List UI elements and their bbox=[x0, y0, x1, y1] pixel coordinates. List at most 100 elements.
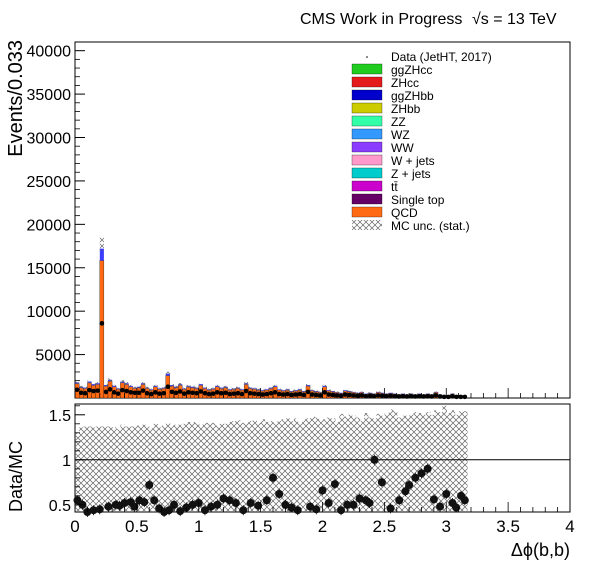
ratio-point bbox=[401, 487, 410, 496]
data-point bbox=[78, 390, 84, 396]
bar-mc-unc bbox=[215, 384, 220, 388]
bar-mc-unc bbox=[235, 386, 241, 390]
data-point bbox=[235, 390, 241, 396]
ratio-y-tick-label: 0.5 bbox=[49, 498, 71, 515]
data-point bbox=[165, 384, 171, 390]
data-point bbox=[210, 391, 216, 396]
data-point bbox=[437, 394, 443, 399]
ratio-band-bin bbox=[384, 413, 390, 512]
data-point bbox=[392, 393, 397, 399]
data-point bbox=[157, 391, 162, 396]
legend-label: Single top bbox=[391, 193, 445, 207]
ratio-point bbox=[188, 500, 197, 509]
ratio-band-bin bbox=[236, 420, 241, 512]
bar-mc-unc bbox=[231, 387, 236, 391]
ratio-point bbox=[452, 503, 461, 512]
ratio-point bbox=[254, 501, 263, 510]
data-point bbox=[342, 392, 348, 397]
bar-mc-unc bbox=[248, 386, 253, 390]
data-point bbox=[181, 391, 187, 396]
ratio-point bbox=[104, 502, 113, 511]
ratio-point bbox=[269, 473, 277, 482]
bar-mc-unc bbox=[268, 386, 273, 390]
legend-swatch bbox=[351, 180, 383, 192]
bar-mc-unc bbox=[178, 382, 183, 387]
ratio-point bbox=[200, 506, 209, 515]
ratio-band-bin bbox=[454, 414, 460, 512]
ratio-band-bin bbox=[322, 419, 328, 512]
legend-swatch bbox=[351, 102, 383, 114]
ratio-point bbox=[442, 490, 451, 498]
ratio-band-bin bbox=[289, 421, 295, 512]
data-point bbox=[243, 388, 249, 394]
bar-mc-unc bbox=[198, 382, 203, 387]
bar-mc-unc bbox=[128, 384, 133, 388]
data-point bbox=[111, 390, 117, 395]
data-point bbox=[161, 390, 167, 396]
ratio-band-bin bbox=[430, 414, 435, 512]
ratio-band-bin bbox=[99, 426, 105, 512]
x-tick-label: 2 bbox=[318, 517, 327, 536]
ratio-band-bin bbox=[87, 426, 92, 512]
data-point bbox=[252, 391, 257, 396]
ratio-band-bin bbox=[182, 423, 187, 512]
data-point bbox=[363, 393, 369, 399]
data-point bbox=[202, 390, 208, 396]
bar-mc-unc bbox=[124, 382, 129, 386]
ratio-x-ticks: 0 0.5 1 1.5 2 2.5 3 3.5 4 bbox=[70, 502, 575, 536]
ratio-point bbox=[225, 496, 234, 505]
legend-swatch bbox=[351, 115, 383, 127]
bar-mc-unc bbox=[277, 388, 282, 392]
data-point bbox=[124, 388, 129, 394]
ratio-band-bin bbox=[108, 426, 113, 512]
x-tick-label: 0.5 bbox=[125, 517, 149, 536]
ratio-point bbox=[262, 496, 271, 505]
bar-mc-unc bbox=[305, 383, 311, 387]
ratio-band-bin bbox=[409, 414, 414, 512]
main-y-ticks: 5000 10000 15000 20000 25000 30000 35000 40000 bbox=[27, 44, 571, 398]
ratio-point bbox=[306, 502, 315, 511]
bar-mc-unc bbox=[91, 382, 96, 387]
ratio-point bbox=[165, 506, 174, 515]
data-point bbox=[219, 390, 224, 396]
ratio-band-bin bbox=[405, 415, 410, 512]
legend-label: ZZ bbox=[391, 115, 406, 129]
data-point bbox=[153, 390, 158, 395]
ratio-band-bin bbox=[277, 421, 282, 512]
ratio-band-bin bbox=[157, 427, 163, 512]
data-point bbox=[326, 392, 331, 397]
ratio-point bbox=[318, 486, 327, 495]
legend-swatch bbox=[351, 89, 383, 101]
ratio-band-bin bbox=[75, 432, 80, 512]
bar-mc-unc bbox=[136, 385, 142, 389]
bar-mc-unc bbox=[182, 387, 187, 391]
ratio-band-bin bbox=[335, 422, 340, 512]
ratio-band-bin bbox=[141, 424, 146, 512]
legend-label: ZHbb bbox=[391, 102, 421, 116]
ratio-point bbox=[207, 502, 216, 511]
ratio-point bbox=[436, 502, 445, 511]
ratio-band-bin bbox=[425, 412, 431, 512]
ratio-point bbox=[324, 499, 333, 507]
ratio-point bbox=[213, 500, 222, 509]
ratio-band-bin bbox=[215, 425, 220, 512]
data-point bbox=[379, 393, 385, 399]
ratio-band-bin bbox=[442, 405, 447, 512]
bar-mc-unc bbox=[314, 390, 319, 394]
data-point bbox=[285, 391, 290, 397]
bar-mc-unc bbox=[75, 381, 80, 385]
bar-mc-unc bbox=[244, 382, 249, 386]
data-point bbox=[82, 390, 88, 396]
x-tick-label: 0 bbox=[70, 517, 79, 536]
data-point bbox=[293, 392, 298, 397]
data-point bbox=[425, 393, 430, 399]
ratio-band-bin bbox=[306, 418, 311, 512]
bar-mc-unc bbox=[310, 389, 315, 393]
header-right: √s = 13 TeV bbox=[472, 11, 557, 28]
ratio-point bbox=[140, 498, 149, 507]
bar-mc-unc bbox=[260, 389, 265, 393]
bar-mc-unc bbox=[103, 383, 108, 387]
data-point bbox=[330, 392, 336, 398]
ratio-point bbox=[89, 506, 98, 515]
